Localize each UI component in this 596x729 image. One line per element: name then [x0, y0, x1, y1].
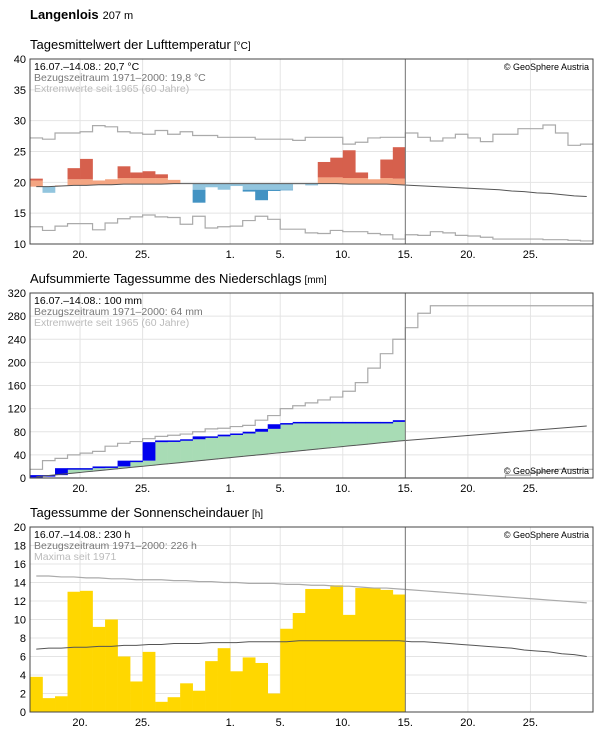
temperature-anomaly-bar [42, 186, 56, 193]
temperature-anomaly-bar [305, 183, 319, 186]
temperature-anomaly-bar [380, 178, 394, 185]
temperature-anomaly-bar [280, 189, 294, 191]
x-tick-label: 20. [460, 249, 475, 261]
temperature-max-line [30, 124, 593, 146]
sunshine-unit: [h] [251, 509, 264, 520]
temperature-anomaly-bar [80, 179, 93, 186]
temperature-anomaly-bar [392, 178, 406, 185]
temperature-reference-line [36, 183, 587, 198]
temperature-anomaly-bar [142, 171, 156, 179]
temperature-anomaly-bar [67, 168, 81, 180]
copyright-label: © GeoSphere Austria [504, 62, 589, 72]
x-tick-label: 15. [398, 249, 413, 261]
y-tick-label: 10 [14, 239, 26, 251]
plot-frame [29, 58, 594, 245]
temperature-anomaly-bar [155, 174, 168, 179]
x-tick-label: 20. [72, 249, 87, 261]
temperature-anomaly-bar [392, 147, 406, 179]
precipitation-unit: [mm] [304, 275, 327, 286]
temperature-anomaly-bar [242, 183, 256, 190]
temperature-anomaly-bar [105, 179, 118, 185]
sunshine-title-text: Tagessumme der Sonnenscheindauer [30, 505, 249, 520]
temperature-anomaly-bar [255, 189, 269, 201]
station-elevation: 207 m [102, 10, 134, 22]
temperature-unit: [°C] [233, 41, 251, 52]
temperature-anomaly-bar [267, 189, 281, 191]
temperature-anomaly-bar [342, 150, 356, 179]
temperature-anomaly-bar [380, 159, 394, 179]
temperature-anomaly-bar [117, 178, 131, 185]
temperature-title-text: Tagesmittelwert der Lufttemperatur [30, 37, 231, 52]
temperature-anomaly-bar [30, 178, 43, 181]
y-tick-label: 40 [14, 54, 26, 66]
y-tick-label: 15 [14, 208, 26, 220]
temperature-anomaly-bar [130, 178, 143, 185]
precipitation-chart-title: Aufsummierte Tagessumme des Niederschlag… [30, 271, 327, 286]
temperature-anomaly-bar [67, 179, 81, 186]
temperature-anomaly-bar [267, 183, 281, 190]
y-tick-label: 25 [14, 147, 26, 159]
temperature-anomaly-bar [330, 177, 344, 184]
temperature-anomaly-bar [142, 178, 156, 185]
y-tick-label: 30 [14, 116, 26, 128]
temperature-anomaly-bar [155, 178, 168, 185]
temperature-anomaly-bar [80, 158, 93, 180]
temperature-anomaly-bar [192, 189, 206, 203]
temperature-anomaly-bar [230, 183, 243, 187]
y-tick-label: 20 [14, 177, 26, 189]
x-tick-label: 25. [523, 249, 538, 261]
temperature-anomaly-bar [167, 179, 181, 184]
x-tick-label: 5. [276, 249, 285, 261]
station-name: Langenlois [30, 7, 99, 22]
legend-reference-period: Bezugszeitraum 1971–2000: 19,8 °C [34, 72, 206, 84]
temperature-anomaly-bar [317, 161, 331, 178]
temperature-min-line [30, 214, 593, 242]
temperature-anomaly-bar [130, 172, 143, 179]
temperature-anomaly-bar [330, 157, 344, 178]
precipitation-title-text: Aufsummierte Tagessumme des Niederschlag… [30, 271, 302, 286]
temperature-anomaly-bar [280, 183, 294, 190]
y-tick-label: 35 [14, 85, 26, 97]
temperature-anomaly-bar [205, 183, 218, 188]
temperature-anomaly-bar [367, 179, 381, 185]
temperature-anomaly-bar [242, 189, 256, 192]
station-header: Langenlois 207 m [30, 7, 133, 22]
temperature-anomaly-bar [30, 180, 43, 187]
temperature-anomaly-bar [355, 178, 369, 185]
x-tick-label: 10. [335, 249, 350, 261]
sunshine-chart-title: Tagessumme der Sonnenscheindauer [h] [30, 505, 263, 520]
temperature-anomaly-bar [355, 172, 369, 179]
temperature-anomaly-bar [317, 177, 331, 184]
x-tick-label: 25. [135, 249, 150, 261]
temperature-anomaly-bar [192, 183, 206, 190]
legend-current-period: 16.07.–14.08.: 20,7 °C [34, 61, 140, 73]
legend-extremes: Extremwerte seit 1965 (60 Jahre) [34, 83, 189, 95]
temperature-anomaly-bar [217, 183, 231, 190]
x-tick-label: 1. [226, 249, 235, 261]
temperature-anomaly-bar [117, 166, 131, 179]
temperature-anomaly-bar [92, 180, 106, 185]
temperature-anomaly-bar [342, 178, 356, 185]
temperature-chart-title: Tagesmittelwert der Lufttemperatur [°C] [30, 37, 251, 52]
temperature-anomaly-bar [255, 183, 269, 190]
